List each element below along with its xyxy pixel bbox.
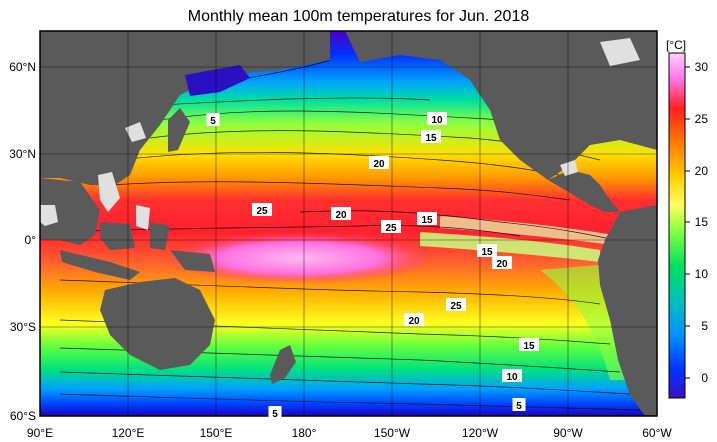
lat-tick-label: 0° [25, 233, 37, 247]
contour-label-bg [427, 112, 447, 125]
contour-label-bg [421, 130, 441, 143]
contour-label-bg [331, 207, 351, 220]
contour-label-bg [477, 244, 497, 257]
contour-label: 15 [425, 133, 437, 144]
cold-tongue [420, 232, 600, 262]
contour-label-bg [268, 406, 282, 419]
lon-tick-label: 60°W [642, 426, 672, 440]
land-masses [40, 31, 657, 416]
colorbar-unit: [°C] [666, 38, 686, 52]
lat-tick-label: 30°S [10, 320, 36, 334]
contour-label: 5 [210, 116, 216, 127]
contour-label-bg [492, 256, 512, 269]
graticule [40, 31, 657, 416]
colorbar-tick-label: 5 [701, 319, 708, 333]
contour-label-bg [502, 369, 522, 382]
contour-label: 10 [431, 115, 443, 126]
contour-label: 25 [385, 223, 397, 234]
latitude-ticks: 60°N 30°N 0° 30°S 60°S [9, 60, 36, 423]
contour-label-bg [446, 298, 466, 311]
contour-label: 15 [421, 215, 433, 226]
contour-label: 20 [496, 259, 508, 270]
contour-label: 5 [272, 409, 278, 420]
longitude-ticks: 90°E 120°E 150°E 180° 150°W 120°W 90°W 60°W [27, 426, 672, 440]
colorbar-tick-label: 20 [695, 164, 709, 178]
lat-tick-label: 60°S [10, 409, 36, 423]
lon-tick-label: 120°E [112, 426, 145, 440]
contour-label-bg [369, 156, 389, 169]
contour-label-bg [519, 338, 539, 351]
lat-tick-label: 30°N [9, 147, 36, 161]
contour-label: 25 [450, 301, 462, 312]
colorbar-tick-label: 10 [695, 267, 709, 281]
contour-label-bg [404, 313, 424, 326]
colorbar-tick-label: 25 [695, 112, 709, 126]
contour-label: 20 [335, 210, 347, 221]
north-america-landmass [345, 31, 657, 180]
lon-tick-label: 90°E [27, 426, 53, 440]
contour-label: 15 [523, 341, 535, 352]
contour-label: 20 [408, 316, 420, 327]
australia-landmass [100, 278, 215, 370]
lon-tick-label: 150°W [374, 426, 411, 440]
map-title: Monthly mean 100m temperatures for Jun. … [187, 8, 530, 25]
south-america-landmass [598, 205, 657, 416]
asia-landmass [40, 31, 330, 185]
contour-label: 15 [481, 247, 493, 258]
contour-label: 25 [256, 206, 268, 217]
warm-pool [165, 232, 435, 284]
colorbar-scale [668, 52, 686, 399]
lon-tick-label: 150°E [200, 426, 233, 440]
colorbar-tick-label: 15 [695, 215, 709, 229]
colorbar: [°C] 30 25 20 15 10 5 0 [666, 38, 708, 399]
lon-tick-label: 90°W [553, 426, 583, 440]
map-frame [39, 30, 658, 417]
lon-tick-label: 120°W [462, 426, 499, 440]
lon-tick-label: 180° [292, 426, 317, 440]
contour-label-bg [252, 203, 272, 216]
ocean-field [40, 31, 657, 416]
missing-data [40, 122, 578, 230]
contour-label-bg [381, 220, 401, 233]
colorbar-tick-label: 30 [695, 60, 709, 74]
contour-label-bg [417, 212, 437, 225]
contour-label: 10 [506, 372, 518, 383]
contour-label-bg [206, 113, 220, 126]
colorbar-ticks: 30 25 20 15 10 5 0 [685, 60, 708, 385]
colorbar-tick-label: 0 [701, 371, 708, 385]
contour-label-bg [512, 398, 526, 411]
contour-label: 20 [373, 159, 385, 170]
lat-tick-label: 60°N [9, 60, 36, 74]
contour-label: 5 [516, 401, 522, 412]
